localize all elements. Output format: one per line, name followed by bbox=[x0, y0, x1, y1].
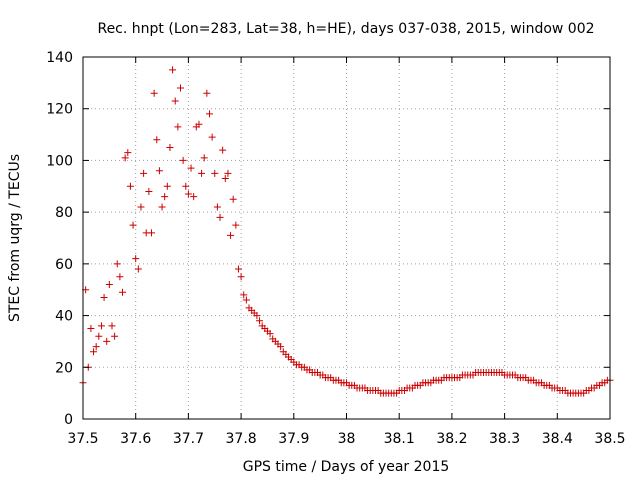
data-point bbox=[163, 182, 171, 190]
data-point bbox=[205, 110, 213, 118]
x-tick-label: 38.3 bbox=[489, 431, 520, 447]
data-point bbox=[129, 221, 137, 229]
data-point bbox=[169, 66, 177, 74]
data-point bbox=[253, 312, 261, 320]
data-point bbox=[174, 123, 182, 131]
data-point bbox=[132, 255, 140, 263]
data-point bbox=[116, 273, 124, 281]
x-tick-label: 37.5 bbox=[67, 431, 98, 447]
data-point bbox=[161, 193, 169, 201]
x-tick-label: 38.5 bbox=[594, 431, 625, 447]
x-tick-label: 37.9 bbox=[278, 431, 309, 447]
data-point bbox=[256, 317, 264, 325]
x-axis-title: GPS time / Days of year 2015 bbox=[243, 459, 450, 475]
data-point bbox=[203, 89, 211, 97]
data-point bbox=[108, 322, 116, 330]
data-point bbox=[234, 265, 242, 273]
data-point bbox=[155, 167, 163, 175]
x-tick-label: 38.2 bbox=[436, 431, 467, 447]
data-point bbox=[266, 330, 274, 338]
data-point bbox=[242, 296, 250, 304]
data-point bbox=[103, 337, 111, 345]
data-point bbox=[200, 154, 208, 162]
y-tick-label: 40 bbox=[55, 309, 73, 325]
data-point bbox=[92, 343, 100, 351]
data-points bbox=[79, 66, 614, 397]
data-point bbox=[87, 325, 95, 332]
y-tick-label: 100 bbox=[46, 153, 73, 169]
data-point bbox=[124, 149, 132, 157]
data-point bbox=[148, 229, 156, 237]
data-point bbox=[150, 89, 158, 97]
data-point bbox=[105, 281, 113, 289]
x-tick-label: 38 bbox=[338, 431, 356, 447]
data-point bbox=[224, 169, 232, 177]
x-tick-label: 38.1 bbox=[384, 431, 415, 447]
y-tick-label: 60 bbox=[55, 257, 73, 273]
data-point bbox=[211, 169, 219, 177]
data-point bbox=[95, 332, 103, 340]
data-point bbox=[216, 213, 224, 221]
grid bbox=[83, 57, 610, 419]
data-point bbox=[190, 193, 198, 201]
y-tick-label: 0 bbox=[64, 412, 73, 428]
data-point bbox=[90, 348, 98, 356]
data-point bbox=[158, 203, 166, 211]
y-tick-label: 120 bbox=[46, 102, 73, 118]
data-point bbox=[126, 182, 134, 190]
data-point bbox=[240, 291, 248, 299]
data-point bbox=[219, 146, 227, 154]
data-point bbox=[229, 195, 237, 203]
data-point bbox=[213, 203, 221, 211]
x-tick-label: 37.8 bbox=[226, 431, 257, 447]
axis-ticks bbox=[82, 56, 611, 420]
data-point bbox=[145, 187, 153, 195]
data-point bbox=[121, 154, 129, 162]
data-point bbox=[232, 221, 240, 229]
data-point bbox=[176, 84, 184, 92]
y-tick-label: 20 bbox=[55, 360, 73, 376]
data-point bbox=[166, 144, 174, 151]
data-point bbox=[277, 343, 285, 351]
data-point bbox=[134, 265, 142, 273]
x-tick-label: 37.6 bbox=[120, 431, 151, 447]
y-tick-label: 140 bbox=[46, 50, 73, 66]
y-axis-title: STEC from uqrg / TECUs bbox=[7, 154, 23, 322]
data-point bbox=[113, 260, 121, 268]
data-point bbox=[111, 332, 119, 340]
data-point bbox=[182, 182, 190, 190]
data-point bbox=[171, 97, 179, 105]
data-point bbox=[208, 133, 216, 141]
data-point bbox=[195, 120, 203, 128]
data-point bbox=[100, 293, 108, 301]
y-tick-label: 80 bbox=[55, 205, 73, 221]
data-point bbox=[140, 169, 148, 177]
data-point bbox=[227, 231, 235, 239]
x-tick-label: 38.4 bbox=[542, 431, 573, 447]
data-point bbox=[137, 203, 145, 211]
data-point bbox=[198, 169, 206, 177]
data-point bbox=[119, 288, 127, 296]
data-point bbox=[187, 164, 195, 172]
chart-title: Rec. hnpt (Lon=283, Lat=38, h=HE), days … bbox=[97, 21, 594, 37]
data-point bbox=[237, 273, 245, 281]
data-point bbox=[184, 190, 192, 198]
data-point bbox=[153, 136, 161, 144]
data-point bbox=[179, 156, 187, 164]
x-tick-labels: 37.5 37.6 37.7 37.8 37.9 38 38.1 38.2 38.3 38.4 38… bbox=[67, 431, 625, 447]
x-tick-label: 37.7 bbox=[173, 431, 204, 447]
y-tick-labels: 0 20 40 60 80 100 120 140 bbox=[46, 50, 73, 428]
data-point bbox=[221, 175, 229, 183]
data-point bbox=[97, 322, 105, 330]
